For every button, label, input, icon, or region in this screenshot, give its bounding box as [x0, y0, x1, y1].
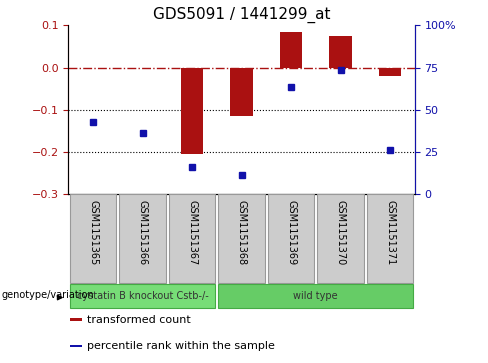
Bar	[70, 318, 82, 321]
Bar	[181, 68, 203, 154]
Bar	[317, 194, 364, 283]
Text: wild type: wild type	[293, 291, 338, 301]
Text: GSM1151371: GSM1151371	[385, 200, 395, 266]
Title: GDS5091 / 1441299_at: GDS5091 / 1441299_at	[153, 7, 330, 23]
Text: GSM1151369: GSM1151369	[286, 200, 296, 266]
Bar	[218, 194, 265, 283]
Text: percentile rank within the sample: percentile rank within the sample	[87, 341, 275, 351]
Text: cystatin B knockout Cstb-/-: cystatin B knockout Cstb-/-	[77, 291, 208, 301]
Bar	[70, 194, 116, 283]
Text: GSM1151368: GSM1151368	[237, 200, 246, 266]
Bar	[268, 194, 314, 283]
Bar	[70, 285, 215, 308]
Bar	[379, 68, 401, 76]
Bar	[230, 68, 253, 116]
Bar	[119, 194, 166, 283]
Bar	[280, 32, 302, 68]
Text: GSM1151366: GSM1151366	[138, 200, 147, 266]
Text: GSM1151370: GSM1151370	[336, 200, 346, 266]
Text: GSM1151367: GSM1151367	[187, 200, 197, 266]
Bar	[218, 285, 413, 308]
Bar	[367, 194, 413, 283]
Text: GSM1151365: GSM1151365	[88, 200, 98, 266]
Bar	[329, 36, 352, 68]
Bar	[169, 194, 215, 283]
Text: transformed count: transformed count	[87, 315, 191, 325]
Text: genotype/variation: genotype/variation	[1, 290, 94, 300]
Bar	[70, 345, 82, 347]
